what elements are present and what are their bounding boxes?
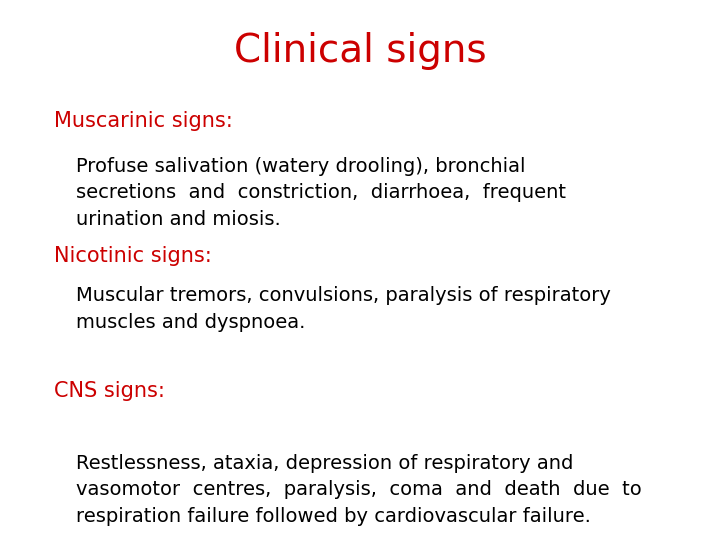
Text: Nicotinic signs:: Nicotinic signs: <box>54 246 212 266</box>
Text: Profuse salivation (watery drooling), bronchial
secretions  and  constriction,  : Profuse salivation (watery drooling), br… <box>76 157 566 228</box>
Text: Restlessness, ataxia, depression of respiratory and
vasomotor  centres,  paralys: Restlessness, ataxia, depression of resp… <box>76 454 642 525</box>
Text: CNS signs:: CNS signs: <box>54 381 165 401</box>
Text: Muscarinic signs:: Muscarinic signs: <box>54 111 233 131</box>
Text: Muscular tremors, convulsions, paralysis of respiratory
muscles and dyspnoea.: Muscular tremors, convulsions, paralysis… <box>76 286 611 332</box>
Text: Clinical signs: Clinical signs <box>234 32 486 70</box>
